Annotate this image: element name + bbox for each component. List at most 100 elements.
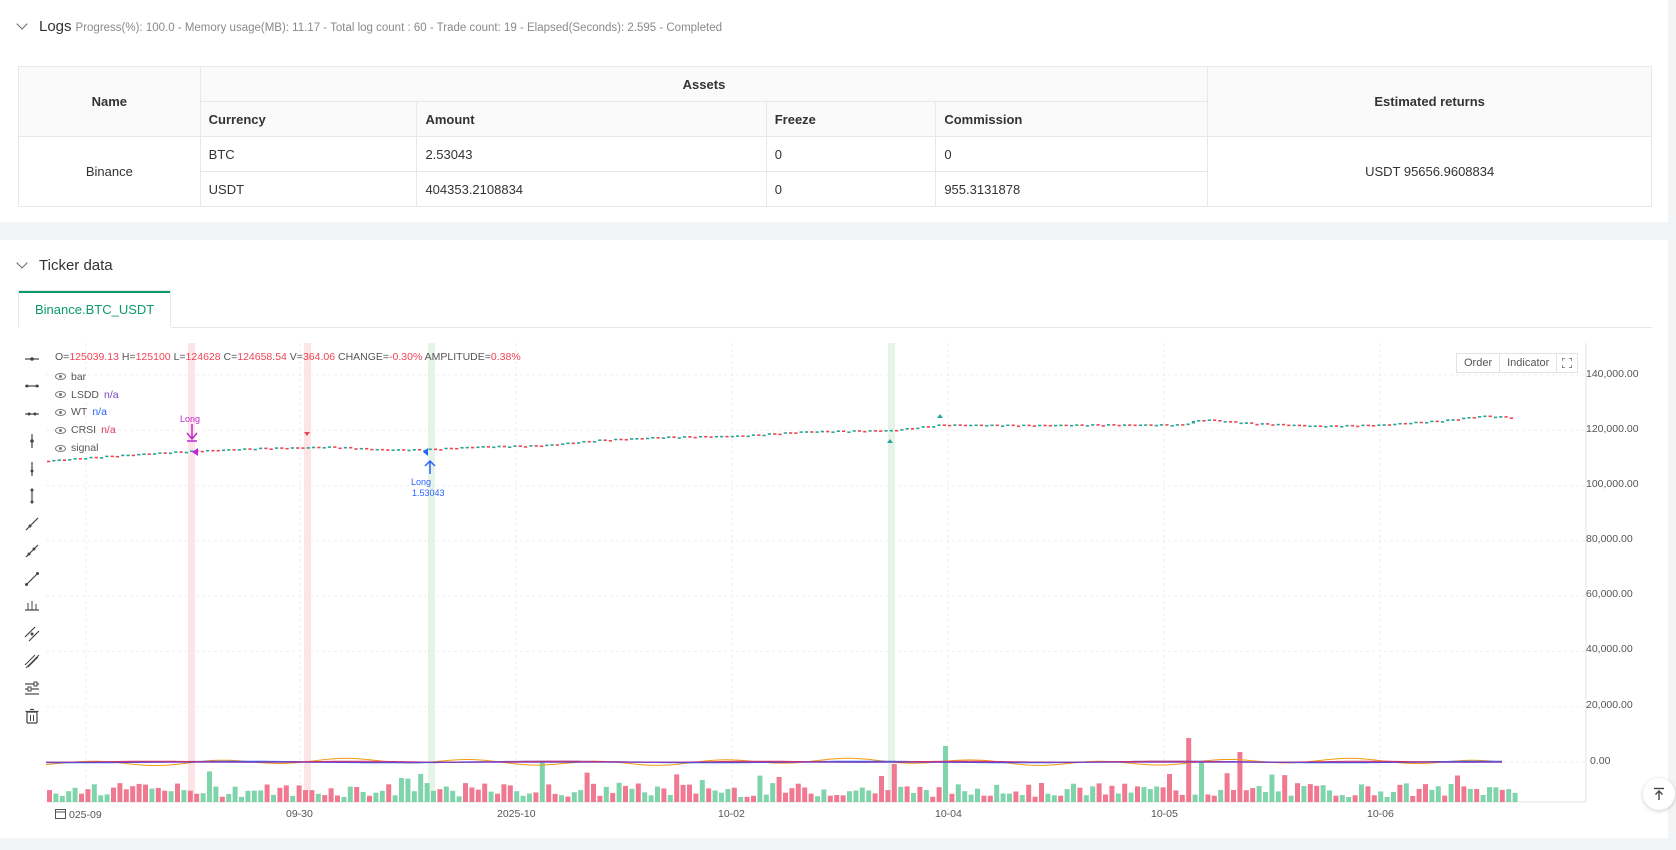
eye-icon[interactable] xyxy=(55,444,66,452)
volume-bar xyxy=(1378,791,1384,802)
candle xyxy=(455,447,459,450)
candle xyxy=(359,447,363,450)
candle xyxy=(396,449,400,451)
volume-bar xyxy=(687,784,692,802)
candle xyxy=(1356,425,1360,428)
amplitude-value: 0.38% xyxy=(490,351,521,363)
indicator-button[interactable]: Indicator xyxy=(1500,353,1558,373)
ticker-header[interactable]: Ticker data xyxy=(16,257,113,274)
legend-item-crsi[interactable]: CRSI n/a xyxy=(55,421,119,439)
candle xyxy=(773,433,777,435)
horizontal-ray-icon[interactable] xyxy=(20,345,44,373)
volume-bar xyxy=(1199,762,1204,802)
eye-icon[interactable] xyxy=(55,373,66,381)
volume-bar xyxy=(1000,793,1006,802)
entry-triangle-icon xyxy=(192,448,198,456)
high-value: 125100 xyxy=(135,351,171,363)
volume-bar xyxy=(776,777,782,802)
volume-bar xyxy=(738,797,744,802)
volume-bar xyxy=(1416,788,1422,802)
drawing-toolbar xyxy=(20,345,44,730)
pitchfork-icon[interactable] xyxy=(20,648,44,676)
candle xyxy=(1462,417,1466,420)
candle xyxy=(566,442,570,445)
legend-item-lsdd[interactable]: LSDD n/a xyxy=(55,386,119,404)
trash-icon[interactable] xyxy=(20,703,44,731)
volume-bar xyxy=(533,792,539,802)
candle xyxy=(1292,424,1296,427)
volume-bar xyxy=(386,784,392,802)
candle xyxy=(1387,424,1392,426)
legend-item-bar[interactable]: bar xyxy=(55,368,119,386)
volume-value: 364.06 xyxy=(302,351,336,363)
candle xyxy=(677,437,681,439)
candle xyxy=(926,426,930,428)
volume-bar xyxy=(1359,784,1364,802)
trend-line-icon[interactable] xyxy=(20,510,44,538)
vertical-ray-icon[interactable] xyxy=(20,428,44,456)
candle xyxy=(1255,423,1259,426)
volume-bar xyxy=(1346,797,1352,802)
volume-bar xyxy=(731,787,737,802)
long-marker-label: Long xyxy=(411,477,432,487)
logs-header[interactable]: Logs Progress(%): 100.0 - Memory usage(M… xyxy=(16,18,722,35)
candle xyxy=(84,458,88,460)
candle xyxy=(1075,424,1079,426)
candle xyxy=(412,449,416,451)
ray-line-icon[interactable] xyxy=(20,538,44,566)
tab-binance-btc-usdt[interactable]: Binance.BTC_USDT xyxy=(18,290,172,328)
fullscreen-button[interactable] xyxy=(1557,353,1579,373)
calendar-icon xyxy=(55,809,66,819)
volume-bar xyxy=(482,783,488,802)
volume-bar xyxy=(1423,784,1428,802)
volume-bar xyxy=(1461,786,1467,802)
volume-bar xyxy=(123,789,129,802)
candle xyxy=(370,448,374,451)
price-range-icon[interactable] xyxy=(20,593,44,621)
scroll-top-button[interactable] xyxy=(1643,778,1675,810)
volume-bar xyxy=(930,796,936,802)
long-marker-qty: 1.53043 xyxy=(412,488,445,498)
candle xyxy=(1011,424,1015,427)
y-tick: 0.00 xyxy=(1590,755,1611,767)
volume-bar xyxy=(354,787,360,802)
candle xyxy=(375,448,379,451)
eye-icon[interactable] xyxy=(55,408,66,416)
change-value: -0.30% xyxy=(389,351,423,363)
legend-item-signal[interactable]: signal xyxy=(55,439,119,457)
vertical-line-icon[interactable] xyxy=(20,455,44,483)
y-tick: 60,000.00 xyxy=(1586,588,1633,600)
candle xyxy=(391,449,395,451)
extended-line-icon[interactable] xyxy=(20,400,44,428)
settings-lines-icon[interactable] xyxy=(20,675,44,703)
candle xyxy=(158,452,162,454)
candle xyxy=(322,447,326,449)
candle xyxy=(603,439,607,441)
eye-icon[interactable] xyxy=(55,391,66,399)
vertical-segment-icon[interactable] xyxy=(20,483,44,511)
volume-bar xyxy=(565,796,571,802)
candle xyxy=(1016,425,1021,428)
volume-bar xyxy=(1474,789,1480,802)
volume-bar xyxy=(207,771,212,802)
candle xyxy=(550,444,554,446)
horizontal-line-icon[interactable] xyxy=(20,373,44,401)
order-button[interactable]: Order xyxy=(1456,353,1501,373)
volume-bar xyxy=(271,794,276,802)
parallel-channel-icon[interactable] xyxy=(20,620,44,648)
legend-item-wt[interactable]: WT n/a xyxy=(55,404,119,422)
volume-bar xyxy=(53,793,59,802)
volume-bar xyxy=(725,789,731,802)
ticker-panel: Ticker data Binance.BTC_USDT xyxy=(0,240,1668,838)
candle xyxy=(1483,415,1487,418)
segment-icon[interactable] xyxy=(20,565,44,593)
candle xyxy=(274,447,279,449)
volume-bar xyxy=(546,784,552,802)
candle xyxy=(1430,420,1434,423)
volume-bar xyxy=(968,794,974,802)
volume-bar xyxy=(1499,789,1505,802)
candle xyxy=(900,429,904,431)
eye-icon[interactable] xyxy=(55,426,66,434)
volume-bar xyxy=(539,762,545,802)
